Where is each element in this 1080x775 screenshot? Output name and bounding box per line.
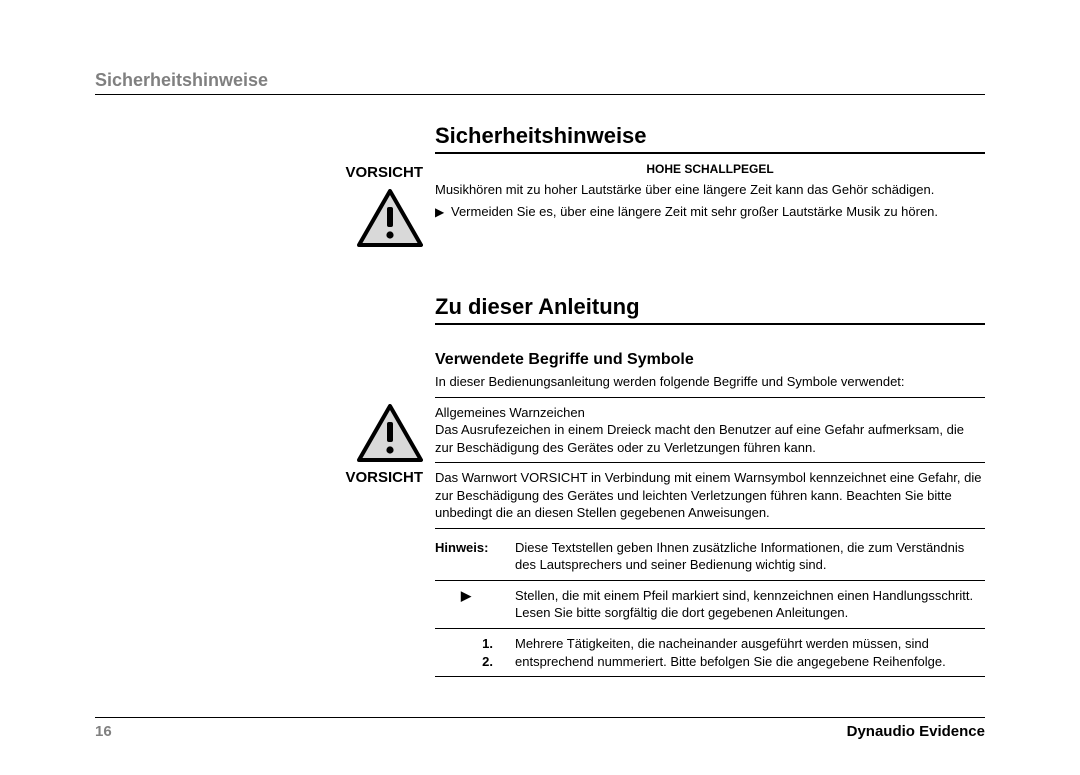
warning-triangle-icon (357, 404, 423, 467)
warn-def-body: Das Ausrufezeichen in einem Dreieck mach… (435, 421, 985, 456)
arrow-def-icon: ▶ (435, 587, 515, 605)
brand-name: Dynaudio Evidence (847, 723, 985, 740)
section1-text: Musikhören mit zu hoher Lautstärke über … (435, 181, 985, 199)
section2-title: Zu dieser Anleitung (435, 294, 985, 325)
arrow-def-body: Stellen, die mit einem Pfeil markiert si… (515, 587, 985, 622)
vorsicht-label: VORSICHT (95, 164, 423, 181)
num-def-body: Mehrere Tätigkeiten, die nacheinander au… (515, 635, 985, 670)
divider (435, 628, 985, 629)
num-label-1: 1. (435, 635, 493, 653)
running-header: Sicherheitshinweise (95, 70, 985, 95)
vorsicht-def-body: Das Warnwort VORSICHT in Verbindung mit … (435, 469, 985, 522)
vorsicht-def-label: VORSICHT (95, 469, 423, 486)
divider (435, 397, 985, 398)
divider (435, 528, 985, 529)
divider (435, 462, 985, 463)
hinweis-body: Diese Textstellen geben Ihnen zusätzlich… (515, 539, 985, 574)
page-footer: 16 Dynaudio Evidence (95, 717, 985, 740)
warn-def-title: Allgemeines Warnzeichen (435, 404, 985, 422)
section1-title: Sicherheitshinweise (435, 123, 985, 154)
page-number: 16 (95, 723, 112, 740)
divider (435, 676, 985, 677)
section1-bullet: Vermeiden Sie es, über eine längere Zeit… (451, 203, 938, 221)
arrow-bullet-icon: ▶ (435, 203, 451, 221)
subsection-intro: In dieser Bedienungsanleitung werden fol… (435, 373, 985, 391)
hohe-schallpegel-heading: HOHE SCHALLPEGEL (435, 162, 985, 176)
num-label-2: 2. (435, 653, 493, 671)
divider (435, 580, 985, 581)
hinweis-label: Hinweis: (435, 539, 515, 557)
subsection-title: Verwendete Begriffe und Symbole (435, 351, 985, 369)
warning-triangle-icon (357, 189, 423, 252)
